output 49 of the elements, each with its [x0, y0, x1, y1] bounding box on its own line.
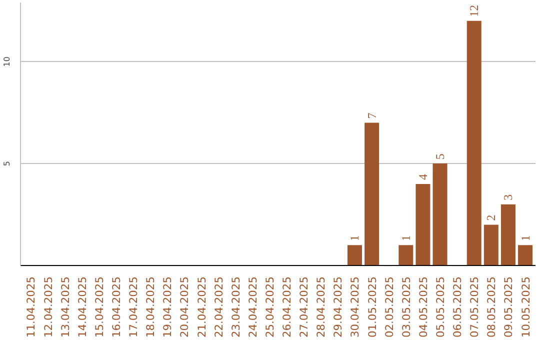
data-label: 12 — [467, 4, 482, 17]
data-label: 1 — [398, 235, 413, 242]
x-tick-label: 21.04.2025 — [195, 276, 208, 338]
x-tick-label: 28.04.2025 — [314, 276, 328, 338]
bar — [518, 245, 533, 266]
x-tick-label: 27.04.2025 — [298, 276, 311, 338]
x-tick-label: 02.05.2025 — [382, 276, 396, 338]
x-tick-label: 08.05.2025 — [485, 276, 498, 338]
bar — [500, 204, 516, 266]
x-tick-label: 10.05.2025 — [519, 276, 532, 338]
bar — [416, 184, 430, 266]
x-tick-label: 05.05.2025 — [434, 276, 448, 338]
x-tick-label: 16.04.2025 — [110, 276, 123, 338]
x-tick-label: 20.04.2025 — [178, 276, 192, 338]
data-label: 3 — [501, 194, 516, 200]
x-tick-label: 12.04.2025 — [42, 276, 55, 338]
x-tick-label: 06.05.2025 — [451, 276, 464, 338]
data-label: 4 — [416, 174, 430, 180]
bar — [364, 122, 380, 266]
x-tick-label: 26.04.2025 — [280, 276, 294, 338]
bar — [398, 245, 414, 266]
x-tick-label: 23.04.2025 — [229, 276, 242, 338]
bar — [432, 164, 448, 266]
x-tick-label: 30.04.2025 — [348, 276, 362, 338]
x-tick-label: 18.04.2025 — [144, 276, 158, 338]
x-tick-label: 17.04.2025 — [127, 276, 140, 338]
bar — [466, 20, 482, 266]
data-label: 5 — [433, 154, 448, 160]
x-tick-label: 03.05.2025 — [400, 276, 413, 338]
x-tick-label: 09.05.2025 — [502, 276, 516, 338]
y-tick-label: 10 — [2, 56, 12, 67]
x-tick-label: 24.04.2025 — [246, 276, 260, 338]
x-tick-label: 07.05.2025 — [468, 276, 482, 338]
x-tick-label: 15.04.2025 — [92, 276, 106, 338]
x-tick-label: 14.04.2025 — [76, 276, 89, 338]
data-label: 1 — [348, 235, 362, 242]
x-tick-label: 19.04.2025 — [161, 276, 174, 338]
data-label: 2 — [484, 214, 498, 221]
x-tick-label: 01.05.2025 — [366, 276, 379, 338]
x-tick-label: 25.04.2025 — [263, 276, 276, 338]
bar — [484, 224, 498, 266]
x-tick-label: 22.04.2025 — [212, 276, 226, 338]
x-tick-label: 29.04.2025 — [332, 276, 345, 338]
data-label: 1 — [518, 235, 532, 242]
x-tick-label: 13.04.2025 — [58, 276, 72, 338]
bar — [347, 245, 362, 266]
x-tick-label: 11.04.2025 — [24, 276, 38, 338]
data-label: 7 — [364, 112, 379, 119]
x-tick-label: 04.05.2025 — [416, 276, 430, 338]
